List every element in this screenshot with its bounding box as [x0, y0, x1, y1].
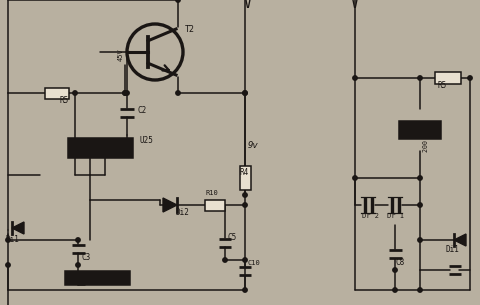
Circle shape [418, 176, 422, 180]
Circle shape [76, 263, 80, 267]
Text: Di1: Di1 [445, 245, 459, 254]
Circle shape [353, 76, 357, 80]
Circle shape [243, 91, 247, 95]
Text: 9v: 9v [248, 141, 259, 150]
Text: C10: C10 [248, 260, 261, 266]
Bar [45, 88, 69, 99]
Bar [435, 72, 461, 84]
Text: R10: R10 [205, 190, 218, 196]
Text: U26: U26 [98, 278, 112, 287]
Text: R4: R4 [240, 168, 249, 177]
Bar [205, 199, 225, 210]
Circle shape [468, 76, 472, 80]
Circle shape [73, 91, 77, 95]
Text: V: V [245, 0, 251, 10]
Text: C2: C2 [137, 106, 146, 115]
Text: R5: R5 [60, 96, 69, 105]
Polygon shape [12, 222, 24, 234]
Text: R5: R5 [438, 81, 447, 90]
Bar [64, 271, 130, 285]
Bar [68, 138, 132, 158]
Text: Di1: Di1 [5, 235, 19, 244]
Circle shape [393, 268, 397, 272]
Text: V: V [352, 0, 358, 10]
Circle shape [418, 76, 422, 80]
Text: C8: C8 [396, 258, 405, 267]
Text: 45V: 45V [118, 48, 124, 61]
Circle shape [176, 91, 180, 95]
Text: 200 Ohm: 200 Ohm [423, 124, 429, 152]
Circle shape [223, 258, 227, 262]
Circle shape [176, 0, 180, 2]
Circle shape [418, 203, 422, 207]
Circle shape [353, 176, 357, 180]
Circle shape [243, 258, 247, 262]
Circle shape [393, 288, 397, 292]
Bar [399, 121, 441, 139]
Circle shape [6, 263, 10, 267]
Text: Di2: Di2 [175, 208, 189, 217]
Circle shape [418, 238, 422, 242]
Circle shape [123, 91, 127, 95]
Polygon shape [163, 198, 177, 212]
Text: T2: T2 [185, 25, 195, 34]
Circle shape [243, 203, 247, 207]
Bar [240, 166, 251, 190]
Circle shape [243, 193, 247, 197]
Circle shape [243, 288, 247, 292]
Circle shape [125, 91, 129, 95]
Polygon shape [454, 234, 466, 246]
Circle shape [6, 238, 10, 242]
Circle shape [418, 288, 422, 292]
Circle shape [243, 91, 247, 95]
Text: U25: U25 [140, 136, 154, 145]
Text: C5: C5 [228, 233, 237, 242]
Text: Dr 1: Dr 1 [387, 213, 404, 219]
Circle shape [76, 238, 80, 242]
Text: C3: C3 [82, 253, 91, 262]
Text: Dr 2: Dr 2 [362, 213, 379, 219]
Circle shape [123, 91, 127, 95]
